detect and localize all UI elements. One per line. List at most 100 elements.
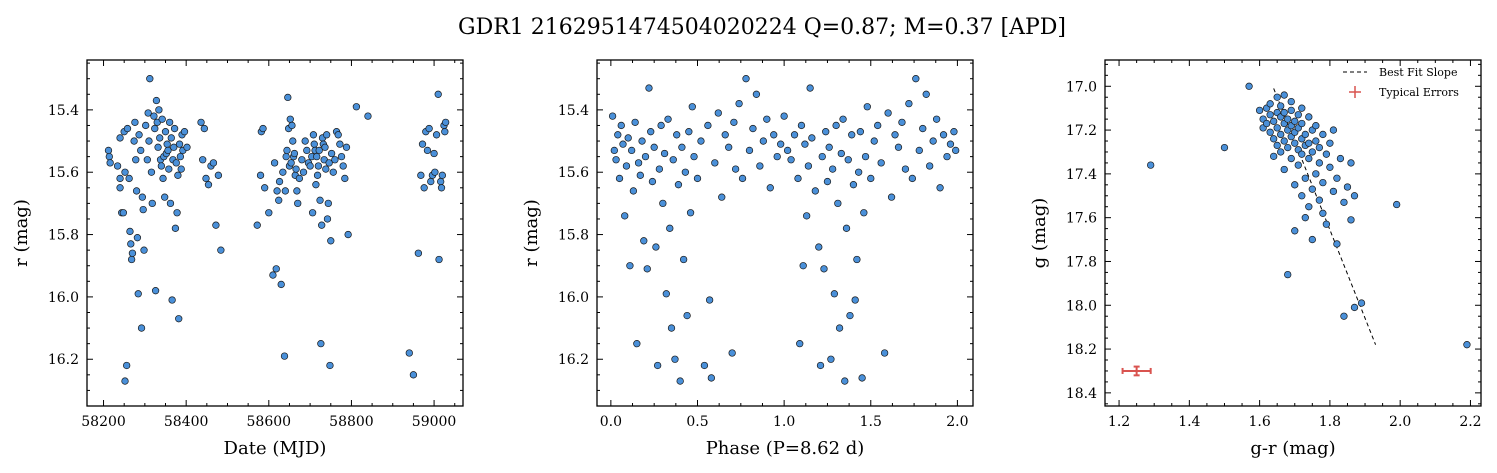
data-point	[1329, 126, 1338, 134]
data-point	[799, 262, 807, 270]
data-point	[1333, 174, 1341, 182]
data-point	[797, 121, 806, 130]
data-point	[174, 171, 182, 179]
data-point	[321, 143, 329, 151]
data-point	[175, 140, 184, 148]
data-point	[165, 118, 174, 126]
data-point	[288, 121, 296, 130]
data-point	[156, 134, 164, 142]
data-point	[253, 221, 261, 229]
data-point	[127, 240, 135, 248]
data-point	[147, 168, 156, 176]
data-point	[121, 377, 129, 385]
data-point	[839, 115, 847, 123]
data-point	[1319, 209, 1327, 217]
data-point	[434, 90, 442, 98]
figure-title: GDR1 2162951474504020224 Q=0.87; M=0.37 …	[458, 15, 1066, 40]
data-point	[334, 131, 342, 139]
data-point	[919, 124, 927, 133]
data-point	[738, 174, 747, 183]
data-point	[628, 146, 636, 155]
data-point	[431, 168, 439, 176]
data-point	[293, 187, 301, 195]
data-point	[1301, 130, 1309, 139]
data-point	[756, 162, 764, 170]
data-point	[804, 162, 813, 170]
data-point	[317, 340, 325, 348]
data-point	[1340, 312, 1348, 320]
data-point	[939, 131, 948, 139]
data-point	[1322, 220, 1331, 228]
data-point	[815, 243, 823, 251]
data-point	[344, 230, 352, 239]
data-point	[135, 131, 143, 139]
data-point	[209, 159, 218, 167]
data-point	[1315, 159, 1324, 167]
panel-color-magnitude: 1.2 1.4 1.6 1.8 2.0 2.2 17.0 17.2 17.4 17.6 17.8 18…	[1029, 59, 1482, 459]
data-point	[1291, 181, 1299, 189]
data-point	[926, 162, 934, 170]
data-point	[286, 115, 294, 123]
data-point	[830, 290, 839, 298]
data-point	[1305, 203, 1313, 211]
data-point	[315, 146, 323, 155]
data-point	[1245, 82, 1253, 90]
x-tick-label: 1.8	[1319, 414, 1341, 430]
data-point	[1277, 148, 1285, 156]
data-point	[640, 237, 648, 245]
data-point	[763, 115, 771, 123]
plot-frame	[86, 59, 464, 407]
data-point	[1266, 100, 1274, 108]
data-point	[735, 99, 743, 108]
plot-frame	[1104, 59, 1482, 407]
data-point	[132, 187, 141, 195]
y-tick-label: 18.2	[1066, 342, 1097, 358]
data-point	[336, 140, 344, 148]
data-point	[116, 174, 124, 183]
data-point	[666, 224, 674, 232]
data-point	[851, 296, 859, 304]
data-point	[619, 140, 627, 148]
data-point	[1262, 119, 1271, 128]
x-tick-label: 1.6	[1248, 414, 1270, 430]
data-point	[1463, 341, 1471, 349]
data-point	[714, 109, 722, 117]
data-point	[1298, 192, 1306, 200]
data-point	[157, 162, 166, 170]
data-point	[273, 187, 281, 195]
data-point	[148, 199, 156, 208]
data-point	[180, 128, 189, 136]
x-tick-label: 1.4	[1178, 414, 1200, 430]
data-point	[773, 152, 781, 161]
data-point	[105, 152, 113, 161]
data-point	[427, 177, 435, 186]
data-point	[1319, 178, 1327, 187]
data-point	[683, 311, 691, 320]
data-point	[327, 149, 336, 158]
data-point	[1280, 91, 1288, 99]
data-point	[331, 156, 339, 164]
data-point	[1273, 93, 1281, 101]
data-point	[145, 137, 153, 145]
data-point	[806, 84, 814, 92]
data-point	[1308, 185, 1316, 193]
data-point	[275, 196, 283, 204]
data-point	[301, 137, 309, 145]
data-point	[636, 171, 644, 179]
panel-lightcurve: 58200 58400 58600 58800 59000 15.4 15.6 15.8 16.…	[11, 59, 464, 459]
data-point	[318, 221, 326, 229]
data-point	[163, 140, 171, 148]
data-point	[1284, 270, 1292, 279]
data-point	[1308, 235, 1316, 244]
x-tick-label: 2.2	[1459, 414, 1481, 430]
y-tick-label: 15.8	[558, 228, 589, 244]
data-point	[766, 184, 774, 192]
data-point	[846, 311, 854, 320]
data-point	[679, 255, 688, 264]
data-point	[1393, 200, 1401, 209]
data-point	[681, 168, 690, 176]
x-tick-label: 58800	[329, 414, 374, 430]
data-point	[608, 112, 617, 120]
data-point	[787, 156, 795, 164]
